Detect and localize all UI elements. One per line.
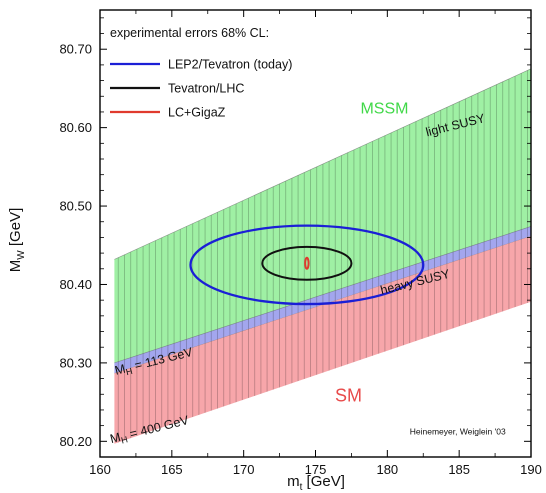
x-tick-label: 180 [376,462,398,477]
x-tick-label: 170 [233,462,255,477]
x-tick-label: 165 [161,462,183,477]
y-axis-title: MW [GeV] [7,208,27,272]
x-tick-label: 160 [89,462,111,477]
band-hatch-sm [114,235,531,444]
y-tick-label: 80.60 [59,120,92,135]
x-axis-title: mt [GeV] [287,473,345,493]
y-tick-label: 80.20 [59,434,92,449]
y-tick-label: 80.30 [59,355,92,370]
y-axis: 80.20 80.30 80.40 80.50 80.60 80.70 [59,17,531,449]
annotation-mssm: MSSM [360,101,408,118]
legend-label-lc-gigaz: LC+GigaZ [168,106,226,120]
y-tick-label: 80.40 [59,277,92,292]
annotation-heinemeyer-weiglein-03: Heinemeyer, Weiglein '03 [410,427,506,437]
ellipses-layer [189,224,425,306]
annotation-sm: SM [335,385,362,405]
ellipse-lc-gigaz [304,256,310,270]
legend-label-tevatron-lhc: Tevatron/LHC [168,82,244,96]
y-tick-label: 80.70 [59,42,92,57]
legend: experimental errors 68% CL: LEP2/Tevatron… [110,26,292,120]
ellipse-lep2-tevatron-today [189,224,425,306]
legend-label-lep2-tevatron-today: LEP2/Tevatron (today) [168,58,292,72]
x-tick-label: 190 [520,462,542,477]
legend-title: experimental errors 68% CL: [110,26,269,40]
x-tick-label: 185 [448,462,470,477]
band-edge [114,68,531,260]
band-edge [114,226,531,364]
x-axis: 160 165 170 175 180 185 190 [89,10,542,477]
y-tick-label: 80.50 [59,199,92,214]
x-tick-label: 175 [305,462,327,477]
ellipse-tevatron-lhc [261,245,353,281]
band-hatch-overlap [114,226,531,374]
